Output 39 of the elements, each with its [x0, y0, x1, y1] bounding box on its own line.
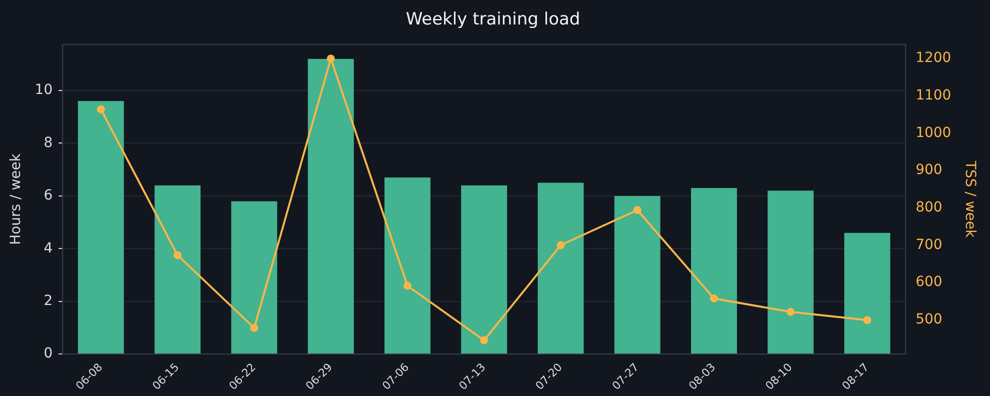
y-tick-label: 0	[44, 346, 53, 362]
y2-tick-label: 1000	[916, 124, 952, 141]
bar	[308, 58, 354, 354]
bar	[691, 188, 737, 354]
y-tick-label: 6	[44, 188, 53, 204]
bar	[614, 196, 660, 354]
y2-tick-label: 900	[916, 162, 942, 178]
y2-tick-label: 1200	[916, 50, 952, 66]
y-axis-title: Hours / week	[8, 152, 24, 245]
point	[863, 316, 872, 324]
bar	[154, 185, 201, 354]
chart-title: Weekly training load	[406, 10, 580, 30]
y-tick-label: 2	[44, 292, 53, 309]
y2-tick-label: 700	[916, 236, 942, 253]
y2-axis-title: TSS / week	[962, 160, 978, 238]
point	[96, 105, 105, 114]
y-tick-label: 10	[34, 82, 53, 98]
point	[326, 54, 335, 63]
point	[480, 336, 488, 344]
bar	[384, 177, 430, 354]
bar	[461, 185, 508, 354]
y2-tick-label: 500	[916, 311, 942, 328]
point	[710, 294, 718, 302]
bar	[768, 190, 814, 354]
y-tick-label: 4	[44, 240, 53, 256]
bar	[78, 101, 124, 354]
bar	[231, 201, 278, 354]
point	[174, 251, 182, 260]
y-tick-label: 8	[44, 134, 53, 151]
point	[403, 282, 412, 290]
point	[250, 324, 258, 332]
point	[786, 308, 795, 316]
y2-tick-label: 800	[916, 199, 942, 216]
bar	[538, 182, 584, 354]
point	[556, 241, 565, 250]
y2-tick-label: 1100	[916, 88, 952, 104]
y2-tick-label: 600	[916, 274, 942, 290]
bar	[844, 232, 890, 354]
point	[633, 206, 642, 214]
